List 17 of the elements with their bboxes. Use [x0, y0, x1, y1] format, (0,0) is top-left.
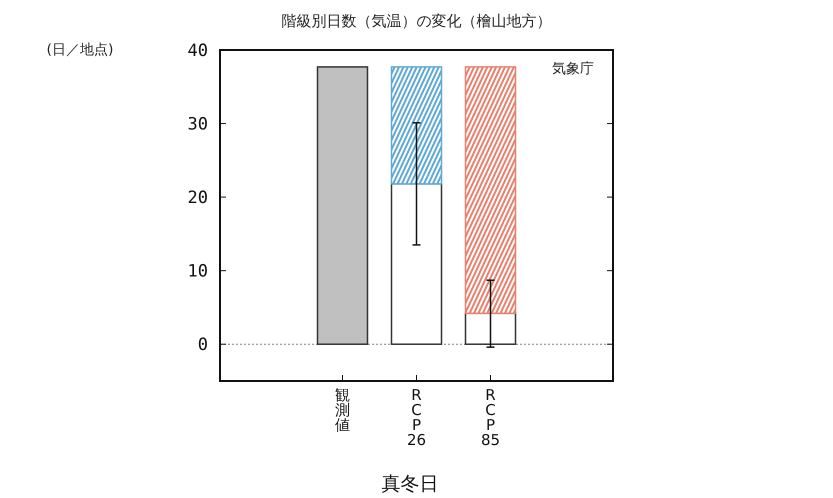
text: (日／地点) [46, 42, 114, 58]
x-tick-label: RCP26 [406, 386, 426, 449]
bar [390, 183, 442, 345]
y-tick-label: 0 [198, 335, 208, 356]
y-tick-label: 30 [188, 114, 208, 135]
chart-title: 階級別日数（気温）の変化（檜山地方） [282, 12, 552, 30]
bar [464, 312, 516, 345]
y-tick-label: 40 [188, 41, 208, 61]
x-tick-label: 観測値 [335, 386, 350, 434]
text: 気象庁 [552, 61, 594, 77]
x-tick-label: RCP85 [480, 386, 500, 449]
bar [464, 66, 516, 314]
y-tick-label: 10 [188, 262, 208, 282]
bar [390, 66, 442, 185]
x-axis-title: 真冬日 [382, 473, 438, 495]
bar [316, 66, 368, 345]
y-tick-label: 20 [188, 188, 208, 208]
